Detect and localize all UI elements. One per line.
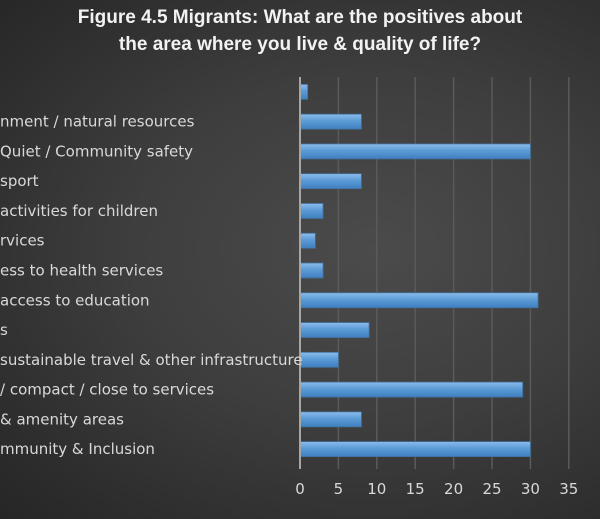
category-label: sustainable travel & other infrastructur… [0,351,303,369]
gridlines [337,77,570,469]
category-label: sport [0,172,39,190]
bar [299,262,324,279]
bar [299,292,539,309]
bar [299,381,524,398]
chart-title-line-2: the area where you live & quality of lif… [118,34,482,55]
category-label: / compact / close to services [0,381,214,399]
chart-title-line-1: Figure 4.5 Migrants: What are the positi… [77,7,523,28]
bar [299,411,362,428]
category-label: s [0,321,8,339]
bar [299,83,309,100]
bar [299,322,370,338]
category-label: & amenity areas [0,410,124,428]
x-tick-label: 15 [406,480,425,498]
x-axis-tick-labels: 0 5 10 15 20 25 30 35 [295,480,578,498]
category-label: ess to health services [0,262,163,280]
category-label: rvices [0,232,45,250]
x-tick-label: 30 [521,480,540,498]
chart-title: Figure 4.5 Migrants: What are the positi… [0,4,600,58]
bar [299,441,531,458]
bar [299,173,362,190]
x-tick-label: 5 [334,480,344,498]
x-tick-label: 25 [482,480,501,498]
category-label: mmunity & Inclusion [0,440,155,458]
x-tick-label: 10 [367,480,386,498]
x-tick-label: 20 [444,480,463,498]
x-tick-label: 0 [295,480,305,498]
bar [299,143,531,160]
category-label: Quiet / Community safety [0,142,193,160]
category-labels: nment / natural resources Quiet / Communi… [0,113,303,458]
bar [299,232,316,249]
bars [299,83,539,458]
bar [299,113,362,130]
category-label: nment / natural resources [0,113,195,131]
x-tick-label: 35 [559,480,578,498]
category-label: access to education [0,291,150,309]
bar [299,203,324,219]
bar [299,351,339,368]
category-label: activities for children [0,202,158,220]
